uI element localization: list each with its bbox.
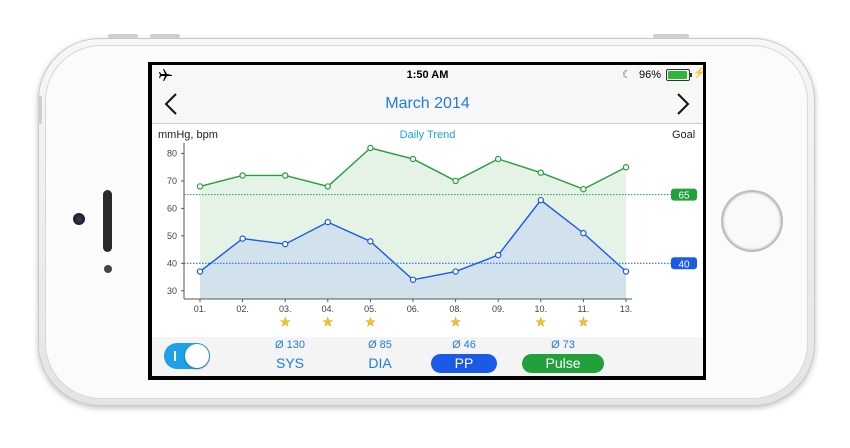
goal-badge-label-65: 65 [678, 191, 690, 202]
month-title: March 2014 [385, 95, 470, 112]
series-1-point [409, 155, 417, 163]
chevron-right-icon [677, 93, 690, 115]
x-tick-label: 13. [620, 304, 633, 314]
series-2-point [537, 196, 544, 204]
series-1-point [367, 144, 374, 152]
x-tick-label: 05. [364, 304, 377, 314]
nav-bar: March 2014 [152, 85, 703, 124]
sys-average: Ø 130 [275, 339, 305, 351]
y-tick-label: 80 [167, 148, 177, 158]
earpiece-speaker [103, 190, 112, 252]
star-icon: ★ [322, 315, 333, 329]
series-2-point [324, 218, 331, 226]
series-2-point [239, 235, 246, 242]
x-tick-label: 02. [236, 304, 249, 314]
series-2-point [367, 238, 374, 245]
series-2-point [452, 268, 459, 275]
series-1-point [452, 177, 459, 185]
status-time: 1:50 AM [406, 69, 449, 81]
x-tick-label: 06. [407, 304, 420, 314]
moon-icon: ☾ [622, 69, 632, 81]
series-1-point [580, 185, 587, 193]
x-tick-label: 03. [279, 304, 292, 314]
status-bar: 1:50 AM ☾ 96% ⚡ [152, 65, 703, 85]
star-icon: ★ [365, 315, 376, 329]
home-button[interactable] [721, 190, 783, 252]
daily-trend-label: Daily Trend [399, 129, 456, 141]
charging-icon: ⚡ [693, 68, 703, 79]
next-month-button[interactable] [676, 91, 690, 122]
front-camera [73, 213, 85, 225]
power-button [653, 34, 689, 38]
sys-button[interactable]: SYS [275, 355, 304, 371]
series-2-point [580, 229, 587, 237]
pp-button[interactable]: PP [431, 354, 497, 373]
series-1-point [324, 183, 331, 190]
star-icon: ★ [535, 315, 546, 329]
app-display: 1:50 AM ☾ 96% ⚡ March 2014 mmHg, bpm Dai… [152, 65, 703, 376]
series-2-point [409, 276, 417, 283]
series-2-point [622, 268, 630, 275]
star-icon: ★ [280, 315, 291, 329]
previous-month-button[interactable] [164, 91, 178, 122]
star-icon: ★ [578, 315, 589, 329]
series-2-point [196, 268, 204, 275]
dia-average: Ø 85 [368, 339, 392, 351]
y-tick-label: 40 [167, 258, 177, 268]
goal-badge-label-40: 40 [678, 259, 690, 270]
x-tick-label: 09. [492, 304, 505, 314]
series-2-point [281, 240, 289, 248]
y-tick-label: 60 [167, 203, 177, 213]
pp-average: Ø 46 [452, 339, 476, 351]
pulse-button[interactable]: Pulse [522, 354, 604, 373]
goal-badge-65 [671, 188, 697, 201]
goal-badge-40 [671, 257, 697, 270]
chevron-left-icon [164, 93, 177, 115]
x-tick-label: 11. [577, 304, 589, 314]
series-1-point [537, 169, 544, 176]
series-1-point [622, 164, 630, 171]
x-tick-label: 08. [449, 304, 462, 314]
mute-switch [38, 96, 42, 124]
volume-down-button [150, 34, 180, 38]
battery-icon [666, 69, 692, 81]
units-label: mmHg, bpm [158, 129, 218, 141]
airplane-icon [159, 69, 172, 81]
y-tick-label: 50 [167, 231, 177, 241]
bottom-bar: Ø 130 SYS Ø 85 DIA Ø 46 PP Ø 73 Pulse [152, 337, 703, 376]
star-icon: ★ [450, 315, 461, 329]
dia-button[interactable]: DIA [368, 355, 392, 371]
x-tick-label: 04. [322, 304, 335, 314]
series-2-point [495, 251, 502, 259]
view-toggle[interactable] [164, 343, 210, 369]
proximity-sensor [104, 265, 112, 273]
y-tick-label: 30 [167, 286, 177, 296]
series-1-point [196, 183, 204, 190]
y-tick-label: 70 [167, 176, 177, 186]
x-tick-label: 01. [194, 304, 207, 314]
series-1-point [281, 172, 289, 179]
x-tick-label: 10. [535, 304, 548, 314]
battery-percent: 96% [639, 69, 662, 81]
series-1-point [239, 172, 246, 179]
pulse-average: Ø 73 [551, 339, 575, 351]
volume-up-button [108, 34, 138, 38]
series-2-area [200, 200, 626, 299]
series-1-point [495, 155, 502, 163]
goal-label: Goal [672, 129, 696, 141]
